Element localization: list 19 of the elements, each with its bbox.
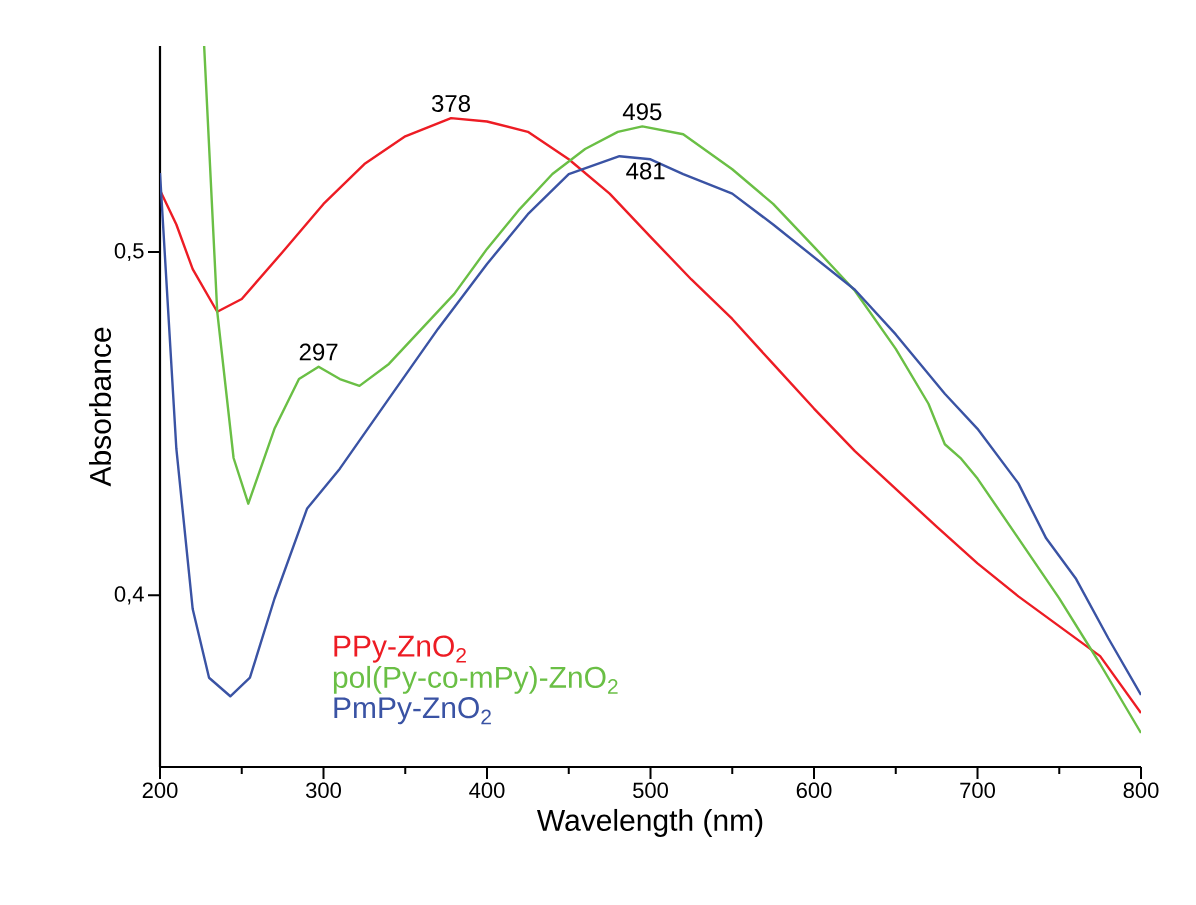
- x-tick-label: 600: [796, 782, 832, 799]
- text: pol(Py-co-mPy)-ZnO$_{2}$: [333, 665, 618, 694]
- x-tick-label: 700: [960, 782, 995, 799]
- line-series: [202, 45, 1142, 735]
- y-axis-title: Absorbance: [89, 327, 112, 487]
- x-tick-label: 500: [633, 782, 668, 799]
- x-tick-label: 400: [469, 782, 505, 799]
- text: PPy-ZnO$_{2}$: [334, 635, 466, 663]
- text: PmPy-ZnO$_{2}$: [334, 697, 491, 725]
- annotation: 481: [626, 162, 665, 180]
- y-tick-label: 0,5: [114, 242, 144, 262]
- x-tick-label: 800: [1123, 782, 1159, 799]
- annotation: 378: [431, 94, 471, 112]
- x-tick-label: 200: [142, 782, 178, 799]
- annotation: 297: [299, 343, 338, 361]
- y-tick-label: 0,4: [114, 586, 144, 605]
- x-axis-title: Wavelength (nm): [536, 808, 763, 837]
- annotation: 495: [622, 103, 662, 121]
- x-tick-label: 300: [305, 782, 341, 799]
